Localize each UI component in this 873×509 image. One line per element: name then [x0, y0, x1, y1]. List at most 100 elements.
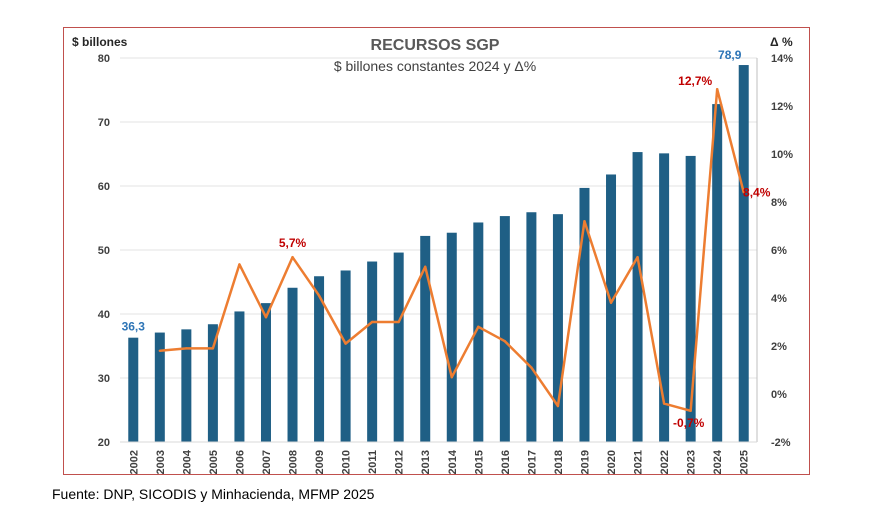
delta-point-2004 [185, 347, 188, 350]
bar-2006 [234, 311, 245, 442]
delta-point-2009 [317, 294, 321, 297]
bar-2007 [260, 303, 271, 442]
left-tick-label: 50 [98, 245, 110, 257]
data-label-2002-bar: 36,3 [122, 320, 146, 334]
bar-2004 [181, 329, 192, 442]
chart-title: RECURSOS SGP [371, 37, 500, 54]
delta-point-2015 [477, 325, 480, 328]
data-label-2025-bar: 78,9 [718, 48, 742, 62]
delta-point-2025 [742, 191, 745, 194]
bar-2018 [552, 214, 563, 442]
right-tick-label: -2% [771, 437, 791, 449]
right-tick-label: 14% [771, 53, 793, 65]
bar-2009 [314, 276, 325, 442]
category-label: 2022 [659, 450, 671, 474]
delta-point-2008 [291, 256, 294, 259]
source-note: Fuente: DNP, SICODIS y Minhacienda, MFMP… [52, 486, 375, 502]
left-axis-unit-label: $ billones [72, 35, 128, 49]
data-label-2008-line: 5,7% [279, 236, 307, 250]
right-tick-label: 2% [771, 341, 787, 353]
bar-2012 [393, 252, 404, 442]
category-label: 2025 [739, 450, 751, 474]
delta-point-2010 [344, 342, 347, 345]
delta-point-2022 [662, 402, 666, 405]
category-label: 2011 [367, 450, 379, 474]
category-label: 2019 [579, 450, 591, 474]
delta-point-2020 [609, 301, 613, 304]
delta-point-2023 [689, 409, 692, 412]
category-label: 2012 [394, 450, 406, 474]
delta-point-2006 [238, 263, 241, 266]
left-tick-label: 40 [98, 309, 110, 321]
bar-2010 [340, 270, 351, 442]
bar-2020 [606, 174, 617, 443]
delta-point-2005 [211, 347, 215, 350]
data-label-2025-line: 8,4% [743, 185, 771, 199]
category-label: 2014 [447, 449, 459, 474]
bar-2016 [499, 216, 510, 442]
bar-2021 [632, 152, 643, 442]
delta-point-2003 [158, 349, 162, 352]
chart-svg: 20 30 40 50 60 70 80 -2% 0% 2% 4% 6% 8% 10% 12% 14% 2002… [72, 35, 793, 474]
category-label: 2023 [686, 450, 698, 474]
category-label: 2005 [208, 450, 220, 474]
delta-point-2018 [556, 404, 560, 408]
bar-2022 [659, 153, 670, 443]
bar-2013 [420, 235, 431, 442]
category-label: 2015 [473, 450, 485, 474]
category-label: 2024 [712, 449, 724, 474]
right-tick-label: 10% [771, 149, 793, 161]
delta-point-2021 [636, 256, 639, 259]
chart-subtitle: $ billones constantes 2024 y Δ% [334, 58, 536, 74]
right-tick-label: 12% [771, 101, 793, 113]
category-label: 2010 [341, 450, 353, 474]
left-tick-label: 60 [98, 181, 110, 193]
category-label: 2016 [500, 450, 512, 474]
bar-2002 [128, 337, 139, 442]
bar-2003 [154, 332, 165, 442]
category-label: 2004 [181, 449, 193, 474]
bar-2008 [287, 287, 298, 442]
delta-point-2011 [370, 320, 374, 324]
category-label: 2018 [553, 450, 565, 474]
left-tick-label: 30 [98, 373, 110, 385]
category-label: 2017 [526, 450, 538, 474]
bars [128, 65, 749, 443]
category-label: 2002 [128, 450, 140, 474]
category-label: 2020 [606, 450, 618, 474]
left-tick-label: 80 [98, 53, 110, 65]
data-labels: 36,3 78,9 5,7% 12,7% 8,4% -0,7% [122, 48, 771, 430]
delta-point-2014 [450, 376, 453, 379]
right-tick-label: 6% [771, 245, 787, 257]
left-tick-label: 70 [98, 117, 110, 129]
bar-2014 [446, 232, 457, 442]
category-label: 2007 [261, 450, 273, 474]
left-tick-label: 20 [98, 437, 110, 449]
delta-point-2024 [715, 88, 719, 91]
axes: 20 30 40 50 60 70 80 -2% 0% 2% 4% 6% 8% 10% 12% 14% 2002… [98, 53, 793, 474]
category-label: 2006 [234, 450, 246, 474]
data-label-2024-line: 12,7% [678, 74, 712, 88]
bar-2011 [367, 261, 378, 442]
chart-frame: 20 30 40 50 60 70 80 -2% 0% 2% 4% 6% 8% 10% 12% 14% 2002… [63, 27, 810, 475]
delta-point-2013 [424, 265, 427, 268]
delta-line [158, 87, 745, 413]
right-axis-unit-label: Δ % [770, 35, 793, 49]
delta-point-2017 [530, 366, 533, 369]
bar-2015 [473, 222, 484, 442]
bar-2017 [526, 212, 537, 442]
right-tick-label: 0% [771, 389, 787, 401]
bar-2005 [207, 324, 218, 442]
right-tick-label: 4% [771, 293, 787, 305]
bar-2025 [738, 65, 749, 442]
category-label: 2009 [314, 450, 326, 474]
delta-point-2019 [583, 220, 586, 223]
right-tick-label: 8% [771, 197, 787, 209]
category-label: 2021 [633, 450, 645, 474]
data-label-2023-line: -0,7% [673, 416, 705, 430]
category-label: 2013 [420, 450, 432, 474]
category-label: 2008 [288, 450, 300, 474]
bar-2024 [712, 104, 723, 442]
delta-point-2007 [264, 316, 268, 319]
bar-2019 [579, 187, 590, 442]
